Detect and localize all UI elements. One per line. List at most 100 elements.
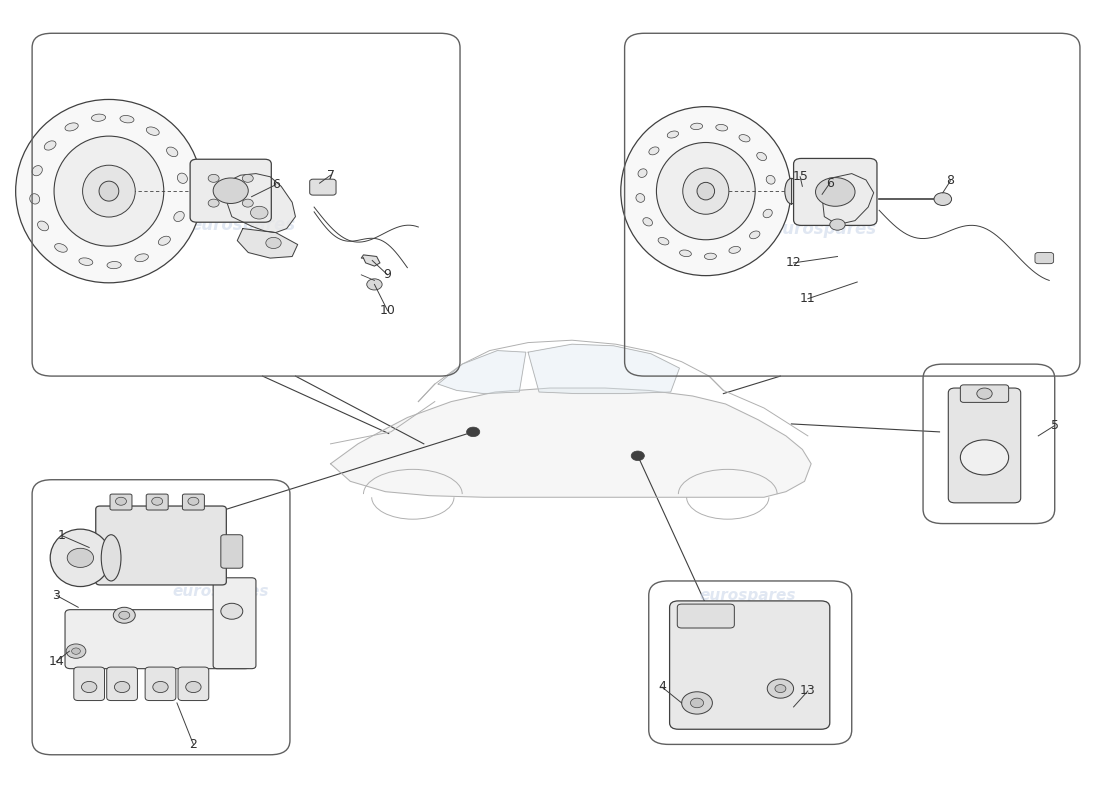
FancyBboxPatch shape [145,667,176,701]
Ellipse shape [51,529,111,586]
Circle shape [366,279,382,290]
Text: eurospares: eurospares [772,219,877,238]
FancyBboxPatch shape [96,506,227,585]
Ellipse shape [636,194,645,202]
Ellipse shape [638,169,647,178]
Polygon shape [361,255,379,266]
Circle shape [188,498,199,506]
Circle shape [114,682,130,693]
Ellipse shape [729,246,740,254]
Circle shape [152,498,163,506]
Circle shape [977,388,992,399]
FancyBboxPatch shape [960,385,1009,402]
FancyBboxPatch shape [190,159,272,222]
Ellipse shape [30,194,40,204]
FancyBboxPatch shape [213,578,256,669]
Circle shape [251,206,268,219]
Circle shape [81,682,97,693]
Circle shape [768,679,793,698]
FancyBboxPatch shape [1035,253,1054,264]
Circle shape [266,238,282,249]
FancyBboxPatch shape [221,534,243,568]
Ellipse shape [82,166,135,217]
Ellipse shape [79,258,92,266]
Text: 6: 6 [826,177,834,190]
Ellipse shape [784,178,798,204]
Ellipse shape [749,231,760,238]
Circle shape [186,682,201,693]
Ellipse shape [649,147,659,155]
Ellipse shape [757,153,767,161]
Ellipse shape [37,221,48,231]
Ellipse shape [120,115,134,123]
Circle shape [242,174,253,182]
Ellipse shape [668,131,679,138]
Circle shape [934,193,952,206]
Ellipse shape [166,147,178,157]
FancyBboxPatch shape [107,667,138,701]
Ellipse shape [135,254,149,262]
Circle shape [153,682,168,693]
Ellipse shape [54,136,164,246]
Ellipse shape [658,238,669,245]
Polygon shape [822,174,873,225]
FancyBboxPatch shape [74,667,104,701]
Ellipse shape [91,114,106,122]
Circle shape [691,698,704,708]
Ellipse shape [767,175,775,184]
Ellipse shape [107,262,121,269]
Circle shape [67,548,94,567]
Text: 13: 13 [800,685,816,698]
Text: 2: 2 [189,738,197,751]
Circle shape [960,440,1009,475]
FancyBboxPatch shape [65,610,251,669]
Circle shape [221,603,243,619]
Ellipse shape [99,181,119,201]
Text: 6: 6 [272,178,279,191]
Polygon shape [331,388,811,498]
Text: eurospares: eurospares [190,216,295,234]
Circle shape [72,648,80,654]
Ellipse shape [174,211,185,222]
Text: 9: 9 [384,268,392,282]
FancyBboxPatch shape [110,494,132,510]
Circle shape [815,178,855,206]
Circle shape [466,427,480,437]
Ellipse shape [683,168,729,214]
Text: eurospares: eurospares [700,588,795,603]
Ellipse shape [15,99,202,283]
Ellipse shape [32,166,42,176]
Text: 3: 3 [53,589,60,602]
Text: 4: 4 [658,681,666,694]
Circle shape [213,178,249,203]
Circle shape [208,199,219,207]
Circle shape [119,611,130,619]
FancyBboxPatch shape [310,179,336,195]
Text: 8: 8 [946,174,955,187]
Ellipse shape [739,134,750,142]
FancyBboxPatch shape [146,494,168,510]
Circle shape [774,685,785,693]
Ellipse shape [642,218,652,226]
Circle shape [242,199,253,207]
Ellipse shape [55,244,67,252]
Ellipse shape [44,141,56,150]
Circle shape [116,498,127,506]
Text: 14: 14 [48,655,64,668]
Polygon shape [238,229,298,258]
Circle shape [682,692,713,714]
Circle shape [631,451,645,461]
Text: 1: 1 [58,529,66,542]
FancyBboxPatch shape [670,601,829,730]
Circle shape [829,219,845,230]
Polygon shape [221,174,296,233]
FancyBboxPatch shape [678,604,735,628]
Ellipse shape [680,250,692,257]
Ellipse shape [158,236,170,246]
Polygon shape [438,350,526,394]
Circle shape [208,174,219,182]
Circle shape [66,644,86,658]
Polygon shape [528,344,680,394]
Ellipse shape [101,534,121,581]
Ellipse shape [146,127,160,135]
